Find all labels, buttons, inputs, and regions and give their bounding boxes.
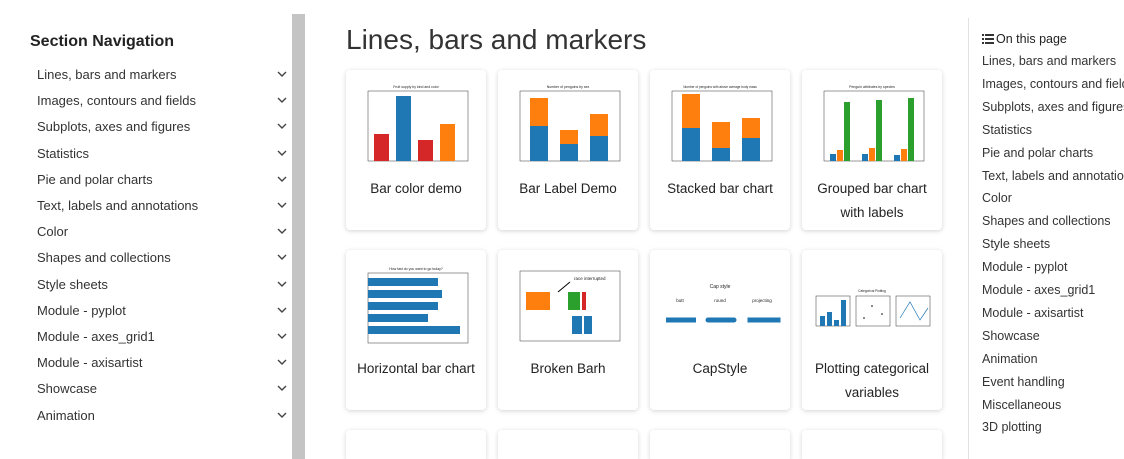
toc-link[interactable]: Pie and polar charts (982, 145, 1094, 160)
card-title[interactable]: Bar Label Demo (519, 181, 617, 196)
thumb-text: Fruit supply by kind and color (393, 85, 439, 89)
toc-link[interactable]: Statistics (982, 122, 1033, 137)
toc-border (968, 18, 969, 459)
nav-link[interactable]: Shapes and collections (37, 248, 287, 268)
toc-title-text: On this page (996, 32, 1067, 46)
gallery-card[interactable]: Cap style butt round projecting CapStyle (650, 250, 790, 410)
gallery-card[interactable]: race interrupted Broken Barh (498, 250, 638, 410)
nav-link[interactable]: Style sheets (37, 275, 287, 295)
chevron[interactable] (277, 385, 287, 392)
chevron[interactable] (277, 123, 287, 130)
gallery-card[interactable]: Penguin attributes by species Grouped bar… (802, 70, 942, 230)
toc-link[interactable]: Text, labels and annotations (982, 168, 1124, 183)
card-title[interactable]: Broken Barh (530, 361, 606, 376)
nav-link[interactable]: Module - axes_grid1 (37, 327, 287, 347)
thumb-text: round (714, 298, 726, 303)
toc-link[interactable]: Color (982, 191, 1012, 206)
gallery-card[interactable]: How fast do you want to go today? Horizon… (346, 250, 486, 410)
gallery-card[interactable] (650, 430, 790, 459)
gallery-card[interactable]: Number of penguins with above average bo… (650, 70, 790, 230)
toc-link[interactable]: Module - pyplot (982, 260, 1068, 275)
thumbnail[interactable]: Fruit supply by kind and color (354, 78, 478, 170)
toc-link[interactable]: Shapes and collections (982, 214, 1111, 229)
thumb-text: butt (676, 298, 684, 303)
thumb-text: How fast do you want to go today? (389, 267, 443, 271)
chevron[interactable] (277, 359, 287, 366)
nav-link[interactable]: Showcase (37, 379, 287, 399)
chevron[interactable] (277, 97, 287, 104)
nav-link[interactable]: Subplots, axes and figures (37, 117, 287, 137)
nav-link[interactable]: Module - pyplot (37, 301, 287, 321)
toc-link[interactable]: Miscellaneous (982, 397, 1062, 412)
card-title[interactable]: Stacked bar chart (667, 181, 773, 196)
chevron[interactable] (277, 202, 287, 209)
chevron[interactable] (277, 254, 287, 261)
list-icon (982, 34, 994, 44)
gallery-card[interactable]: Fruit supply by kind and color Bar color … (346, 70, 486, 230)
toc-link[interactable]: Subplots, axes and figures (982, 99, 1124, 114)
chevron[interactable] (277, 176, 287, 183)
nav-link[interactable]: Animation (37, 406, 287, 426)
thumb-text: Penguin attributes by species (849, 85, 895, 89)
card-title[interactable]: Grouped bar chart with labels (817, 181, 927, 220)
card-title[interactable]: Plotting categorical variables (814, 361, 930, 400)
card-title[interactable]: Bar color demo (370, 181, 462, 196)
toc-title: On this page (982, 32, 1067, 46)
nav-link[interactable]: Images, contours and fields (37, 91, 287, 111)
gallery-card[interactable] (802, 430, 942, 459)
nav-link[interactable]: Lines, bars and markers (37, 65, 287, 85)
card-title[interactable]: CapStyle (692, 361, 748, 376)
chevron[interactable] (277, 333, 287, 340)
toc-link[interactable]: Animation (982, 351, 1038, 366)
thumb-text: Cap style (710, 284, 731, 290)
toc-link[interactable]: Images, contours and fields (982, 76, 1124, 91)
nav-link-cut[interactable] (37, 431, 287, 441)
gallery-card[interactable]: Categorical Plotting Plotting categorical… (802, 250, 942, 410)
thumbnail[interactable]: Cap style butt round projecting (658, 258, 782, 350)
nav-link[interactable]: Module - axisartist (37, 353, 287, 373)
nav-link[interactable]: Text, labels and annotations (37, 196, 287, 216)
chevron[interactable] (277, 307, 287, 314)
gallery-card[interactable]: Number of penguins by sex Bar Label Demo (498, 70, 638, 230)
thumb-text: race interrupted (574, 276, 606, 281)
toc-link[interactable]: Module - axisartist (982, 305, 1084, 320)
thumbnail[interactable]: Number of penguins with above average bo… (658, 78, 782, 170)
scrollbar[interactable] (292, 14, 305, 459)
thumbnail[interactable]: Categorical Plotting (810, 258, 934, 350)
nav-link[interactable]: Pie and polar charts (37, 170, 287, 190)
toc-link[interactable]: Style sheets (982, 237, 1051, 252)
nav-title: Section Navigation (30, 33, 175, 50)
chevron[interactable] (277, 71, 287, 78)
card-title[interactable]: Horizontal bar chart (357, 361, 475, 376)
chevron[interactable] (277, 412, 287, 419)
gallery-card[interactable] (346, 430, 486, 459)
page-title: Lines, bars and markers (346, 24, 647, 55)
thumbnail[interactable]: How fast do you want to go today? (354, 258, 478, 350)
thumbnail[interactable]: Penguin attributes by species (810, 78, 934, 170)
nav-link[interactable]: Color (37, 222, 287, 242)
chevron[interactable] (277, 150, 287, 157)
thumb-text: projecting (752, 298, 772, 303)
thumbnail[interactable]: race interrupted (506, 258, 630, 350)
toc-link[interactable]: 3D plotting (982, 420, 1042, 435)
toc-link[interactable]: Module - axes_grid1 (982, 283, 1096, 297)
thumb-text: Number of penguins by sex (547, 85, 590, 89)
chevron[interactable] (277, 281, 287, 288)
chevron[interactable] (277, 228, 287, 235)
toc-link[interactable]: Event handling (982, 374, 1065, 389)
thumbnail[interactable]: Number of penguins by sex (506, 78, 630, 170)
gallery-card[interactable] (498, 430, 638, 459)
nav-link[interactable]: Statistics (37, 144, 287, 164)
thumb-text: Categorical Plotting (858, 289, 886, 293)
thumb-text: Number of penguins with above average bo… (683, 85, 757, 89)
toc-link[interactable]: Showcase (982, 328, 1040, 343)
toc-link[interactable]: Lines, bars and markers (982, 54, 1117, 68)
